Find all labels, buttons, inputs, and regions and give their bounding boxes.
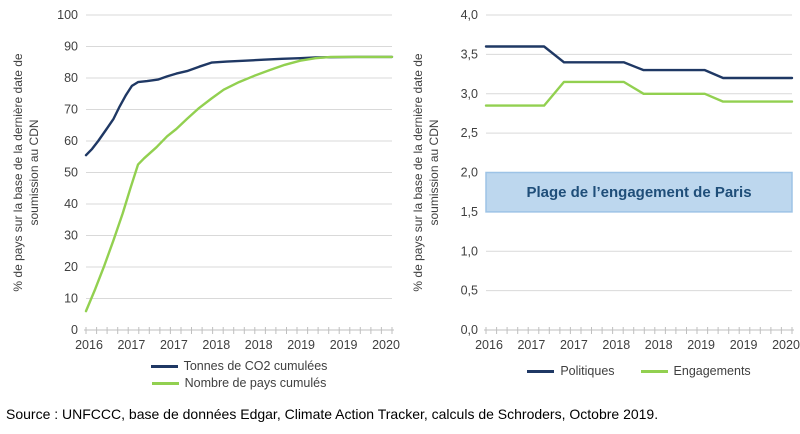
y-tick-label: 40 <box>64 197 78 211</box>
legend-label-pays: Nombre de pays cumulés <box>184 376 327 390</box>
x-tick-label: 2018 <box>602 338 630 352</box>
y-tick-label: 90 <box>64 40 78 54</box>
y-tick-label: 3,5 <box>461 47 478 61</box>
legend-item-co2: Tonnes de CO2 cumulées <box>150 359 328 373</box>
legend-item-engagements: Engagements <box>640 364 751 378</box>
y-axis-title: soumission au CDN <box>27 119 41 225</box>
y-tick-label: 2,5 <box>461 126 478 140</box>
right-chart-legend: Politiques Engagements <box>486 364 792 378</box>
right-chart: Plage de l’engagement de Paris 2016 2017 20… <box>400 0 800 400</box>
engagements-line-swatch <box>640 369 668 373</box>
series-line-navy <box>84 55 394 157</box>
x-tick-label: 2017 <box>517 338 545 352</box>
series-line-green <box>84 55 394 313</box>
x-tick-label: 2018 <box>245 338 273 352</box>
right-chart-plot: Plage de l’engagement de Paris 2016 2017 20… <box>411 8 800 352</box>
x-tick-label: 2019 <box>330 338 358 352</box>
pays-line-swatch <box>151 381 179 385</box>
y-tick-label: 2,0 <box>461 166 478 180</box>
y-tick-label: 4,0 <box>461 8 478 22</box>
legend-item-pays: Nombre de pays cumulés <box>151 376 327 390</box>
y-axis-title: soumission au CDN <box>427 119 441 225</box>
y-tick-label: 80 <box>64 71 78 85</box>
y-tick-label: 0,5 <box>461 284 478 298</box>
left-chart-plot: 2016 2017 2017 2018 2018 2019 2019 2020 0 10 20 30 4… <box>11 8 400 352</box>
y-tick-label: 50 <box>64 166 78 180</box>
y-axis-title: % de pays sur la base de la dernière dat… <box>11 53 25 291</box>
legend-label-engagements: Engagements <box>673 364 751 378</box>
y-tick-label: 1,0 <box>461 244 478 258</box>
y-tick-label: 10 <box>64 292 78 306</box>
x-tick-label: 2017 <box>560 338 588 352</box>
x-tick-label: 2020 <box>372 338 400 352</box>
x-tick-label: 2019 <box>730 338 758 352</box>
y-tick-label: 20 <box>64 260 78 274</box>
x-tick-label: 2018 <box>202 338 230 352</box>
y-tick-label: 0,0 <box>461 323 478 337</box>
politiques-line-swatch <box>527 369 555 373</box>
legend-label-co2: Tonnes de CO2 cumulées <box>183 359 328 373</box>
x-tick-label: 2020 <box>772 338 800 352</box>
paris-pledge-band <box>485 171 793 213</box>
series-line-green <box>484 80 794 107</box>
y-tick-label: 3,0 <box>461 87 478 101</box>
x-tick-label: 2017 <box>160 338 188 352</box>
x-tick-label: 2016 <box>75 338 103 352</box>
paris-pledge-band-label: Plage de l’engagement de Paris <box>526 184 751 201</box>
y-tick-label: 30 <box>64 229 78 243</box>
x-tick-label: 2019 <box>287 338 315 352</box>
x-tick-label: 2016 <box>475 338 503 352</box>
x-tick-label: 2018 <box>645 338 673 352</box>
y-tick-label: 0 <box>71 323 78 337</box>
x-tick-label: 2017 <box>117 338 145 352</box>
x-tick-label: 2019 <box>687 338 715 352</box>
y-tick-label: 100 <box>57 8 78 22</box>
source-note: Source : UNFCCC, base de données Edgar, … <box>6 406 659 422</box>
y-axis-title: % de pays sur la base de la dernière dat… <box>411 53 425 291</box>
legend-label-politiques: Politiques <box>560 364 615 378</box>
co2-line-swatch <box>150 364 178 368</box>
y-tick-label: 70 <box>64 103 78 117</box>
left-chart: 2016 2017 2017 2018 2018 2019 2019 2020 0 10 20 30 4… <box>0 0 400 400</box>
y-tick-label: 60 <box>64 134 78 148</box>
series-line-navy <box>484 45 794 80</box>
legend-item-politiques: Politiques <box>527 364 615 378</box>
left-chart-legend: Tonnes de CO2 cumulées Nombre de pays cu… <box>86 359 392 390</box>
y-tick-label: 1,5 <box>461 205 478 219</box>
